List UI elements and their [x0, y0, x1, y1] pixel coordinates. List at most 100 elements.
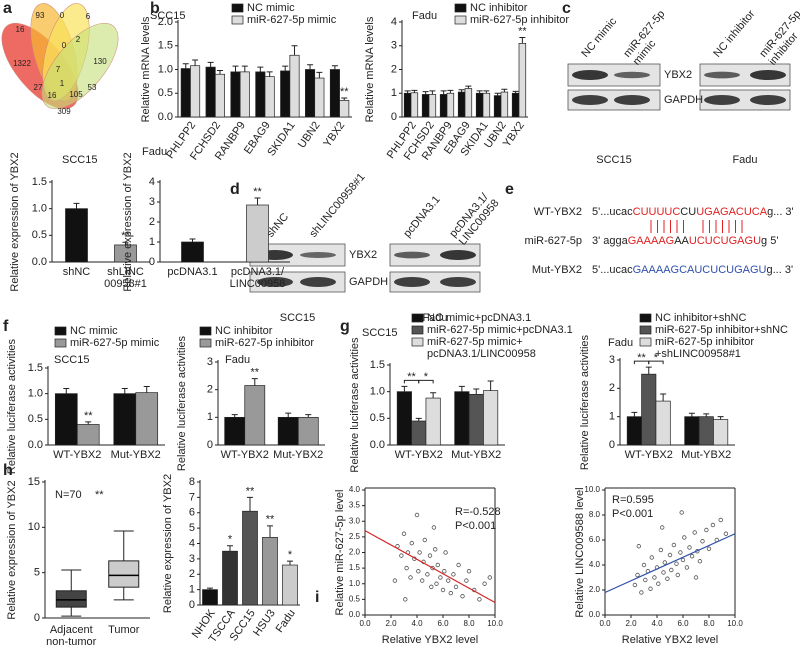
y-tick-label: 0 [34, 612, 40, 624]
panel-label: e [505, 181, 514, 198]
legend-swatch [454, 3, 467, 13]
panel-label: i [315, 589, 319, 606]
legend-swatch [639, 313, 652, 323]
bar [282, 564, 298, 606]
y-tick-label: 0.5 [28, 413, 43, 425]
annotation: P<0.001 [455, 520, 496, 532]
band-label: YBX2 [349, 249, 377, 261]
bar [190, 65, 201, 118]
point [438, 575, 443, 580]
y-tick-label: 2 [189, 568, 195, 580]
x-tick-label: UBN2 [296, 120, 323, 151]
point [443, 550, 448, 555]
bar [289, 54, 300, 118]
x-tick-label: 4.0 [411, 619, 423, 628]
error-bar [291, 45, 298, 56]
point [687, 545, 692, 550]
significance: ** [84, 410, 93, 422]
x-tick-label: 4.0 [651, 619, 663, 628]
point [643, 577, 648, 583]
bar [224, 416, 246, 446]
box [108, 560, 140, 588]
error-bar [232, 65, 239, 72]
annotation: R=0.595 [612, 494, 654, 506]
bar [454, 391, 470, 446]
point [679, 510, 684, 515]
venn-count: 16 [48, 91, 57, 100]
legend-label: NC inhibitor [470, 2, 528, 14]
chart-title: Fadu [225, 354, 250, 366]
blot-band [440, 250, 476, 260]
blot-strip [389, 271, 481, 293]
error-bar [207, 61, 214, 68]
bar [255, 71, 266, 118]
venn-count: 93 [36, 11, 45, 20]
point [482, 581, 487, 586]
annotation: R=-0.528 [455, 506, 501, 518]
error-bar [422, 91, 429, 95]
venn-count: 0 [62, 41, 67, 50]
cell-label: Fadu [732, 154, 757, 166]
blot-strip [699, 89, 791, 111]
bar [446, 92, 455, 118]
bar [411, 420, 427, 446]
point [669, 567, 674, 573]
chart-title: Fadu [412, 10, 437, 22]
legend-swatch [411, 325, 424, 335]
legend-swatch [54, 338, 67, 348]
y-tick-label: 4 [189, 537, 195, 549]
point [678, 550, 683, 555]
sequence-part: UGAGACUCA [696, 206, 768, 218]
y-tick-label: 2.0 [158, 16, 173, 28]
point [665, 576, 670, 581]
y-axis-label: Relative mRNA levels [364, 16, 376, 122]
y-tick-label: 4.0 [589, 560, 601, 569]
x-tick-label: WT-YBX2 [53, 449, 101, 461]
point [409, 540, 414, 546]
point [416, 569, 421, 574]
x-tick-label: Mut-YBX2 [273, 449, 323, 461]
lane-label: miR-627-5pinhibitor [757, 8, 800, 68]
error-bar [487, 380, 494, 391]
blot-band [572, 70, 608, 80]
y-tick-label: 0 [391, 111, 397, 123]
y-tick-label: 0.5 [370, 412, 385, 424]
error-bar [411, 89, 418, 93]
chart-title: SCC15 [54, 354, 89, 366]
point [433, 547, 438, 552]
sequence-part: g 5' [761, 235, 778, 247]
venn-count: 1 [60, 79, 65, 88]
cell-label: SCC15 [280, 312, 315, 324]
x-tick-label: Mut-YBX2 [451, 449, 501, 461]
bar [54, 393, 78, 446]
point [456, 562, 461, 568]
sequence-part: CU [680, 206, 696, 218]
point [636, 544, 641, 549]
bar [468, 393, 484, 446]
point [403, 597, 408, 602]
x-tick-label: Mut-YBX2 [111, 449, 161, 461]
blot-band [300, 252, 336, 258]
venn-count: 7 [56, 65, 61, 74]
point [639, 590, 644, 595]
y-tick-label: 0 [207, 439, 213, 451]
annotation: P<0.001 [612, 508, 653, 520]
error-bar [285, 412, 292, 418]
error-bar [645, 366, 652, 375]
box [55, 590, 87, 608]
legend-swatch [411, 313, 424, 323]
blot-band [394, 251, 430, 259]
y-axis-label: Relative expression of YBX2 [6, 480, 18, 619]
error-bar [73, 202, 80, 209]
point [635, 572, 640, 578]
bar [246, 204, 269, 263]
y-tick-label: 4 [149, 176, 155, 188]
significance: ** [266, 514, 275, 526]
y-tick-label: 1.0 [28, 388, 43, 400]
legend-label: NC mimic [247, 2, 295, 14]
y-tick-label: 5 [189, 522, 195, 534]
y-tick-label: 10 [28, 521, 40, 533]
error-bar [316, 71, 323, 79]
y-axis-label: Relative miR-627-5p level [334, 490, 346, 616]
point [430, 565, 435, 571]
